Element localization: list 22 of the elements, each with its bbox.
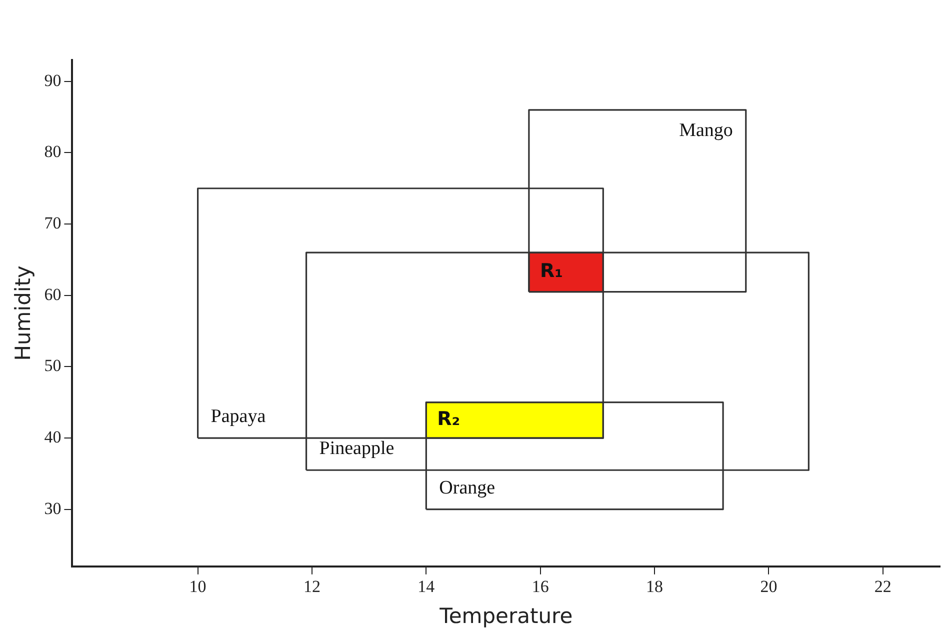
series-label: Orange — [439, 477, 496, 498]
series-label: R₂ — [437, 408, 460, 430]
series-label: Mango — [679, 120, 733, 141]
x-tick-label: 16 — [532, 577, 549, 596]
y-axis-title: Humidity — [11, 266, 36, 361]
x-tick-label: 22 — [874, 577, 892, 596]
y-tick-label: 50 — [44, 356, 62, 376]
series-label: Papaya — [210, 406, 266, 427]
y-tick-label: 90 — [44, 70, 62, 90]
y-tick-label: 40 — [44, 427, 62, 446]
x-axis-title: Temperature — [438, 604, 573, 628]
y-tick-label: 60 — [44, 284, 62, 304]
y-tick-label: 70 — [44, 214, 62, 233]
y-tick-label: 80 — [44, 142, 62, 162]
x-tick-label: 10 — [189, 577, 206, 596]
x-tick-label: 20 — [760, 577, 778, 596]
series-label: Pineapple — [319, 438, 394, 460]
x-tick-label: 14 — [418, 577, 436, 596]
series-label: R₁ — [540, 260, 563, 282]
x-tick-label: 12 — [303, 577, 320, 596]
x-tick-label: 18 — [646, 577, 664, 596]
y-tick-label: 30 — [44, 498, 62, 518]
